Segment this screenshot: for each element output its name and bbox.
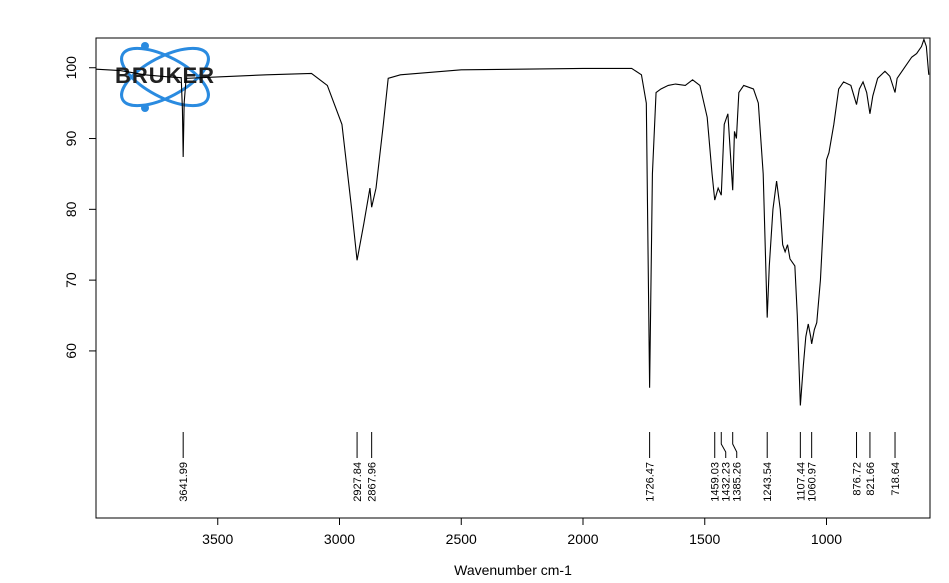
spectrum-line: [96, 38, 930, 406]
x-tick-label: 1500: [689, 531, 720, 547]
x-tick-label: 2500: [446, 531, 477, 547]
peak-line: [720, 432, 727, 458]
peak-label: 876.72: [852, 462, 864, 496]
x-tick-label: 1000: [811, 531, 842, 547]
peak-label: 2927.84: [352, 462, 364, 502]
logo: BRUKER: [115, 42, 215, 112]
x-tick-label: 3000: [324, 531, 355, 547]
y-tick-label: 60: [63, 343, 79, 359]
peak-label: 2867.96: [367, 462, 379, 502]
peak-label: 821.66: [865, 462, 877, 496]
plot-frame: [95, 37, 931, 519]
x-tick-label: 2000: [567, 531, 598, 547]
peak-label: 718.64: [890, 462, 902, 496]
peak-label: 1726.47: [645, 462, 657, 502]
peak-label: 1385.26: [732, 462, 744, 502]
y-tick-label: 100: [63, 56, 79, 80]
y-tick-label: 90: [63, 131, 79, 147]
peak-label: 1243.54: [762, 462, 774, 502]
peak-label: 1459.03: [710, 462, 722, 502]
peak-label: 3641.99: [178, 462, 190, 502]
logo-text: BRUKER: [115, 63, 215, 88]
peak-line: [732, 432, 738, 458]
x-tick-label: 3500: [202, 531, 233, 547]
peak-label: 1432.23: [721, 462, 733, 502]
x-axis-label: Wavenumber cm-1: [454, 562, 572, 578]
y-tick-label: 80: [63, 201, 79, 217]
peak-label: 1107.44: [795, 462, 807, 501]
peak-label: 1060.97: [807, 462, 819, 502]
y-tick-label: 70: [63, 272, 79, 288]
